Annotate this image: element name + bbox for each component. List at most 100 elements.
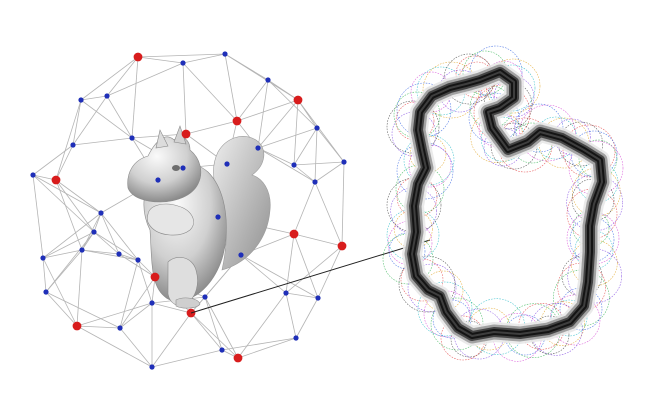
stamp-circle	[469, 45, 523, 99]
sample-vertex-blue	[315, 295, 321, 301]
sample-vertex-red	[150, 272, 160, 282]
sphere-edge	[55, 179, 83, 251]
sphere-edge	[45, 291, 121, 329]
sample-vertex-blue	[293, 335, 299, 341]
sample-vertex-blue	[91, 229, 97, 235]
sphere-edge	[297, 99, 345, 163]
sample-vertex-red	[51, 175, 61, 185]
sphere-edge	[93, 212, 102, 233]
squirrel-head	[127, 136, 202, 203]
sphere-edge	[42, 212, 102, 259]
sphere-edge	[72, 99, 82, 146]
sphere-edge	[151, 349, 223, 368]
sphere-edge	[151, 302, 192, 314]
sphere-edge	[293, 233, 343, 247]
sphere-edge	[100, 212, 139, 261]
sphere-edge	[293, 164, 316, 183]
sphere-edge	[317, 245, 343, 299]
sphere-edge	[76, 249, 83, 327]
sphere-edge	[224, 53, 238, 122]
sphere-edge	[80, 56, 139, 101]
sphere-sampling-panel	[30, 51, 347, 370]
sphere-edge	[151, 312, 192, 368]
sphere-edge	[137, 56, 184, 64]
thick-outline-stroke	[402, 62, 612, 346]
stamp-circle	[530, 303, 583, 356]
sample-vertex-blue	[79, 247, 85, 253]
sample-vertex-red	[133, 52, 143, 62]
sample-vertex-blue	[180, 60, 186, 66]
sphere-edge	[285, 292, 297, 339]
sample-vertex-blue	[224, 161, 230, 167]
circle-stroke-panel	[382, 45, 624, 362]
sphere-edge	[32, 174, 95, 233]
sample-vertex-blue	[70, 142, 76, 148]
sphere-edge	[81, 249, 120, 255]
sphere-edge	[293, 99, 299, 166]
sphere-edge	[314, 161, 345, 183]
sphere-edge	[240, 254, 287, 294]
stamp-circle	[570, 130, 618, 178]
sample-vertex-blue	[180, 165, 186, 171]
sphere-edge	[295, 297, 319, 339]
sphere-edge	[182, 62, 238, 122]
sphere-edge	[237, 292, 287, 359]
sphere-edge	[32, 144, 74, 176]
sphere-edge	[314, 181, 343, 247]
sphere-edge	[106, 56, 139, 97]
sphere-edge	[285, 292, 319, 299]
sample-vertex-blue	[291, 162, 297, 168]
stamp-circle	[468, 92, 520, 144]
sphere-edge	[119, 259, 139, 329]
sphere-edge	[72, 95, 108, 146]
squirrel-ear-left	[155, 129, 169, 149]
squirrel-foot	[175, 297, 201, 309]
sample-vertex-blue	[222, 51, 228, 57]
sample-vertex-blue	[98, 210, 104, 216]
stamp-circle	[578, 139, 618, 179]
stamp-circle	[403, 134, 455, 186]
sample-vertex-blue	[202, 294, 208, 300]
sample-vertex-blue	[155, 177, 161, 183]
sample-vertex-red	[289, 229, 299, 239]
sphere-edge	[236, 99, 299, 122]
sphere-edge	[182, 53, 226, 64]
sample-vertex-red	[293, 95, 303, 105]
stamp-circle	[566, 188, 618, 240]
sample-vertex-blue	[78, 97, 84, 103]
sphere-edge	[137, 259, 153, 304]
sphere-edge	[76, 325, 153, 368]
sphere-edge	[293, 181, 316, 235]
sample-vertex-blue	[312, 179, 318, 185]
squirrel-arms	[146, 203, 194, 236]
sphere-edge	[257, 147, 316, 183]
stamp-circle	[382, 233, 434, 285]
sphere-edge	[204, 296, 223, 351]
sphere-edge	[80, 99, 133, 139]
sphere-edge	[55, 99, 82, 181]
sample-vertex-blue	[215, 214, 221, 220]
sample-vertex-blue	[238, 252, 244, 258]
sphere-edge	[237, 337, 297, 359]
sphere-edge	[106, 95, 133, 139]
sample-vertex-blue	[149, 300, 155, 306]
sphere-edge	[293, 127, 318, 166]
sphere-edge	[81, 231, 95, 251]
sphere-edge	[119, 276, 156, 329]
sample-vertex-blue	[149, 364, 155, 370]
sphere-edge	[118, 253, 139, 261]
sphere-edge	[106, 62, 184, 97]
sphere-edge	[119, 302, 153, 329]
stamp-circle	[394, 210, 433, 249]
sample-vertex-red	[72, 321, 82, 331]
sample-vertex-blue	[40, 255, 46, 261]
sample-vertex-blue	[104, 93, 110, 99]
squirrel-eye	[172, 165, 180, 171]
sample-vertex-blue	[30, 172, 36, 178]
stamp-circle	[398, 255, 456, 313]
sphere-edge	[42, 249, 83, 259]
stamp-circle	[395, 101, 435, 141]
sample-vertex-blue	[129, 135, 135, 141]
sphere-edge	[42, 257, 78, 327]
sample-vertex-blue	[341, 159, 347, 165]
